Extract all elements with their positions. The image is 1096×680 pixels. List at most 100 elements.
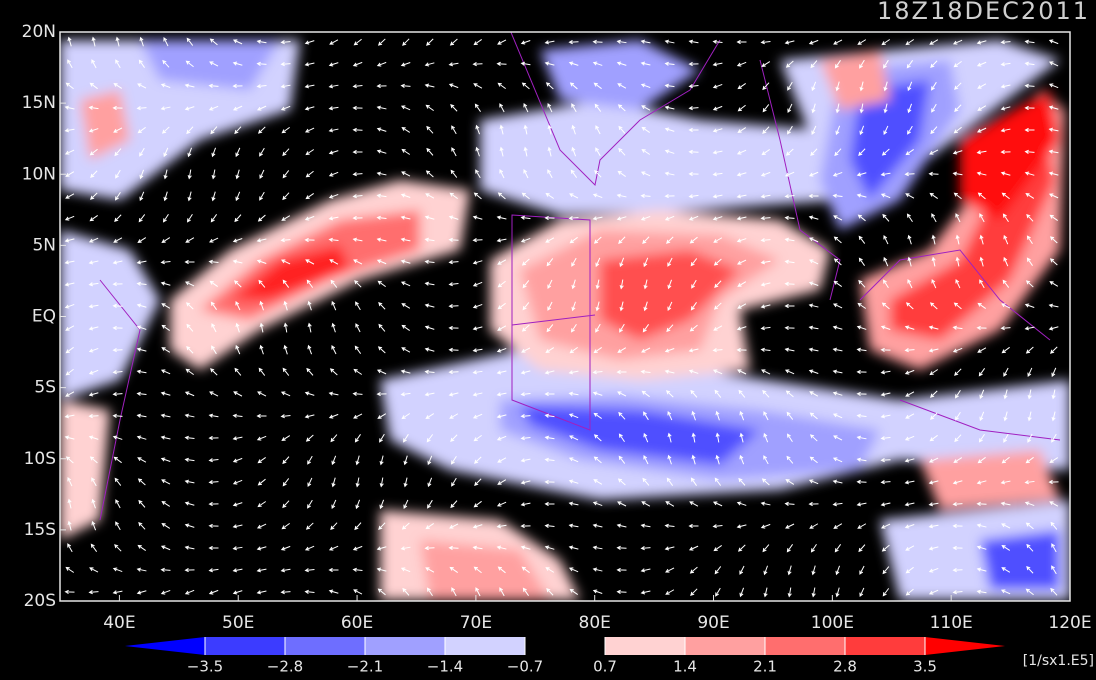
wind-vector (184, 259, 195, 265)
wind-vector (256, 238, 267, 243)
wind-vector (760, 216, 771, 221)
wind-vector (1001, 567, 1011, 573)
wind-vector (931, 256, 936, 267)
wind-vector (232, 61, 243, 66)
wind-vector (112, 392, 123, 397)
wind-vector (472, 348, 483, 353)
wind-vector (424, 369, 435, 374)
wind-vector (883, 59, 889, 69)
wind-vector (64, 105, 75, 110)
wind-vector (544, 523, 555, 528)
wind-vector (737, 303, 747, 309)
wind-vector (881, 148, 890, 156)
wind-vector (544, 391, 555, 397)
wind-vector (616, 589, 627, 595)
shading (60, 40, 1070, 600)
wind-vector (928, 480, 939, 485)
wind-vector (715, 410, 720, 421)
wind-vector (424, 392, 435, 397)
wind-vector (641, 126, 650, 133)
wind-vector (689, 236, 698, 244)
wind-vector (1000, 128, 1011, 133)
wind-vector (954, 434, 962, 443)
wind-vector (185, 281, 195, 287)
wind-vector (113, 237, 123, 243)
wind-vector (617, 347, 627, 353)
wind-vector (808, 479, 819, 485)
wind-vector (883, 103, 888, 114)
wind-vector (496, 61, 507, 67)
wind-vector (210, 301, 217, 310)
wind-vector (520, 61, 531, 66)
wind-vector (424, 325, 435, 330)
wind-vector (376, 171, 387, 176)
wind-vector (1048, 83, 1059, 89)
wind-vector (425, 413, 435, 420)
wind-vector (376, 567, 387, 572)
wind-vector (593, 456, 602, 464)
wind-vector (784, 369, 795, 375)
wind-vector (856, 193, 867, 198)
wind-vector (736, 39, 747, 45)
wind-vector (210, 368, 218, 376)
wind-vector (1051, 389, 1056, 400)
wind-vector (880, 502, 891, 507)
axes: 40E 50E 60E 70E 80E 90E 100E 110E 120E 20N 15N 10N 5… (22, 22, 1092, 633)
wind-vector (208, 83, 219, 88)
wind-vector (232, 502, 243, 507)
wind-vector (904, 369, 915, 375)
wind-vector (979, 234, 984, 245)
x-tick-label: 120E (1048, 613, 1091, 633)
wind-vector (808, 171, 819, 177)
wind-vector (857, 523, 867, 529)
wind-vector (305, 149, 315, 156)
wind-vector (544, 40, 555, 45)
wind-vector (424, 545, 435, 551)
wind-vector (979, 256, 984, 267)
wind-vector (136, 435, 147, 440)
wind-vector (593, 347, 602, 354)
wind-vector (304, 391, 315, 396)
wind-vector (640, 590, 651, 595)
wind-vector (907, 81, 913, 92)
wind-vector (760, 40, 771, 45)
wind-vector (952, 567, 963, 573)
wind-vector (760, 238, 771, 243)
wind-vector (520, 545, 531, 550)
wind-vector (472, 61, 483, 67)
wind-vector (235, 191, 241, 202)
wind-vector (666, 324, 674, 333)
wind-vector (667, 454, 672, 465)
wind-vector (1001, 192, 1010, 200)
wind-vector (808, 501, 819, 507)
wind-vector (904, 171, 915, 177)
wind-vector (1027, 433, 1033, 443)
wind-vector (834, 544, 842, 553)
wind-vector (930, 390, 938, 398)
wind-vector (1048, 39, 1059, 45)
wind-vector (976, 567, 987, 572)
wind-vector (232, 259, 243, 264)
wind-vector (667, 301, 673, 312)
wind-vector (161, 479, 171, 485)
wind-vector (1048, 127, 1059, 132)
x-tick-label: 70E (460, 613, 492, 633)
wind-vector (138, 59, 145, 68)
wind-vector (352, 194, 363, 199)
wind-vector (760, 523, 771, 529)
wind-vector (64, 238, 75, 243)
wind-vector (569, 193, 579, 199)
wind-vector (114, 191, 121, 201)
wind-vector (208, 435, 219, 441)
wind-vector (306, 367, 314, 376)
wind-vector (259, 147, 265, 157)
wind-vector (209, 61, 219, 67)
wind-vector (737, 83, 746, 90)
wind-vector (376, 83, 387, 89)
wind-vector (953, 192, 962, 200)
wind-vector (520, 370, 531, 375)
wind-vector (499, 169, 505, 179)
wind-vector (91, 498, 96, 509)
wind-vector (472, 524, 483, 529)
wind-vector (617, 478, 626, 486)
